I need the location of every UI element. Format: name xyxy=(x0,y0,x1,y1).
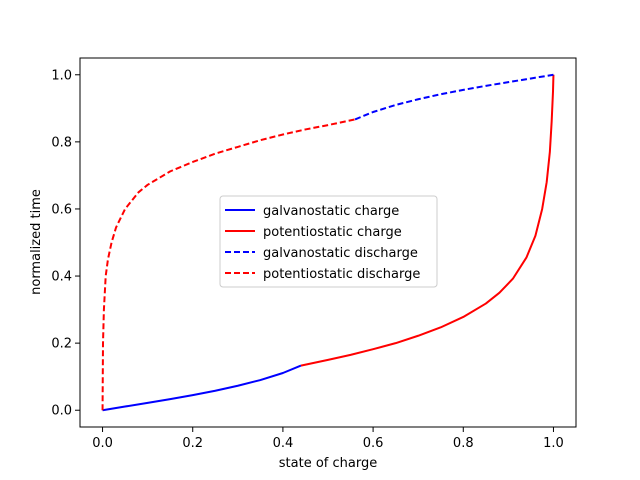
y-tick-label: 0.0 xyxy=(51,404,72,419)
x-axis-label: state of charge xyxy=(279,456,377,471)
y-tick-label: 0.6 xyxy=(51,202,72,217)
plot-lines xyxy=(101,73,555,412)
y-tick-label: 0.4 xyxy=(51,270,72,285)
legend-label-galvanostatic-charge: galvanostatic charge xyxy=(263,204,399,219)
x-tick-label: 0.8 xyxy=(453,436,474,451)
series-line-potentiostatic-charge xyxy=(300,74,555,367)
x-axis-ticks: 0.0 0.2 0.4 0.6 0.8 1.0 xyxy=(92,427,564,451)
legend: galvanostatic charge potentiostatic char… xyxy=(219,195,438,288)
legend-box xyxy=(219,195,438,288)
series-line-galvanostatic-discharge xyxy=(354,73,554,121)
y-tick-label: 0.8 xyxy=(51,135,72,150)
x-tick-label: 0.2 xyxy=(182,436,203,451)
series-line-potentiostatic-discharge xyxy=(101,118,356,411)
legend-label-galvanostatic-discharge: galvanostatic discharge xyxy=(263,246,418,261)
legend-label-potentiostatic-discharge: potentiostatic discharge xyxy=(263,267,420,282)
y-tick-label: 1.0 xyxy=(51,68,72,83)
y-axis-label: normalized time xyxy=(29,189,44,295)
legend-label-potentiostatic-charge: potentiostatic charge xyxy=(263,225,402,240)
x-tick-label: 1.0 xyxy=(543,436,564,451)
x-tick-label: 0.6 xyxy=(363,436,384,451)
x-tick-label: 0.0 xyxy=(92,436,113,451)
y-tick-label: 0.2 xyxy=(51,337,72,352)
axes-frame xyxy=(79,57,577,428)
y-axis-ticks: 0.0 0.2 0.4 0.6 0.8 1.0 xyxy=(51,68,80,419)
x-tick-label: 0.4 xyxy=(273,436,294,451)
series-line-galvanostatic-charge xyxy=(102,364,302,412)
